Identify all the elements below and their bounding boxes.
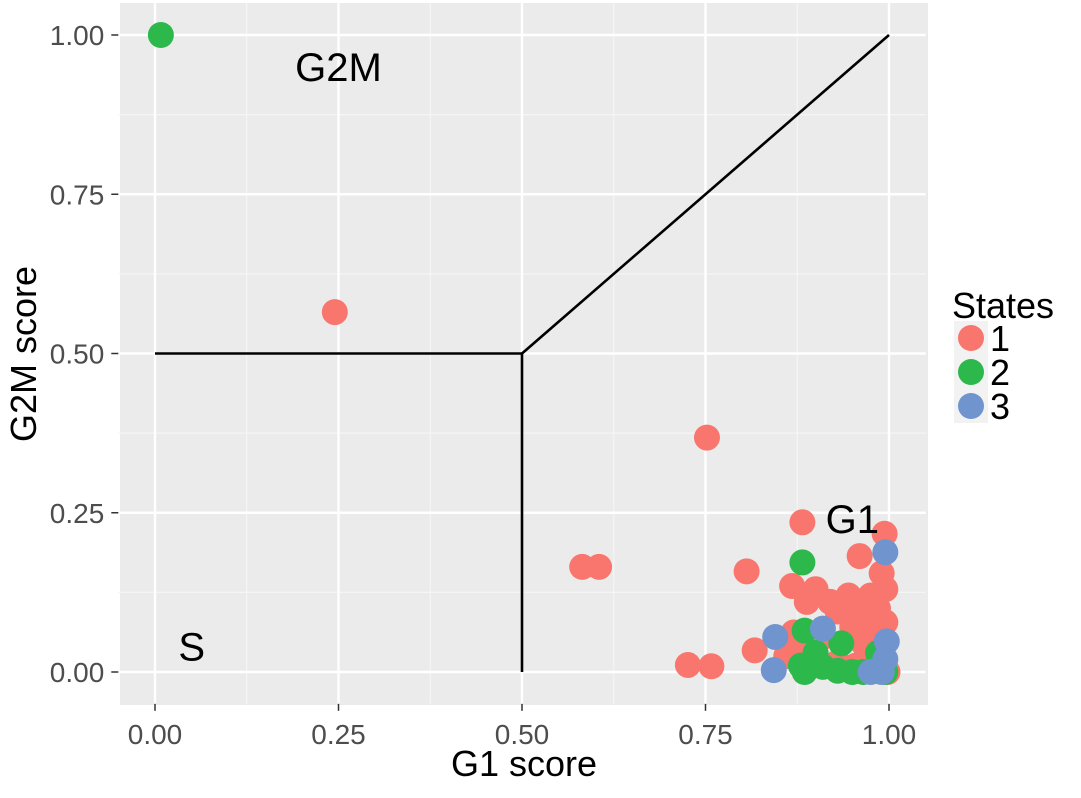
data-point-state-3 [857, 659, 884, 685]
region-labels: G2M G1 S [178, 46, 879, 670]
data-point-state-1 [586, 553, 613, 580]
x-axis-ticks: 0.00 0.25 0.50 0.75 1.00 [128, 703, 917, 750]
data-point-state-3 [809, 615, 836, 642]
region-label-g2m: G2M [295, 46, 382, 90]
legend-swatch [958, 359, 984, 385]
data-point-state-1 [321, 299, 348, 326]
x-tick-label: 0.25 [311, 719, 366, 750]
region-label-s: S [178, 626, 205, 670]
x-axis-title: G1 score [451, 743, 597, 784]
data-point-state-1 [733, 558, 760, 585]
y-tick-label: 0.25 [50, 498, 105, 529]
data-point-state-1 [698, 653, 725, 680]
data-point-state-1 [793, 588, 820, 615]
data-point-state-1 [674, 651, 701, 678]
data-point-state-1 [846, 543, 873, 570]
boundary-line [521, 34, 890, 355]
data-point-state-2 [828, 630, 855, 657]
x-tick-label: 0.75 [678, 719, 733, 750]
data-point-state-2 [789, 549, 816, 576]
x-tick-label: 1.00 [862, 719, 917, 750]
data-point-state-2 [147, 22, 174, 48]
legend-label: 3 [990, 386, 1010, 427]
y-tick-label: 1.00 [50, 20, 105, 51]
legend-swatch [958, 393, 984, 419]
data-point-state-3 [872, 539, 899, 566]
x-tick-label: 0.00 [128, 719, 183, 750]
phase-boundary-lines [155, 34, 890, 672]
x-tick-label: 0.50 [495, 719, 550, 750]
legend: States 123 [952, 285, 1054, 427]
data-point-state-3 [762, 623, 789, 650]
y-tick-label: 0.50 [50, 339, 105, 370]
legend-label: 1 [990, 318, 1010, 359]
data-points [147, 22, 901, 685]
legend-swatch [958, 325, 984, 351]
data-point-state-3 [760, 657, 787, 684]
legend-label: 2 [990, 352, 1010, 393]
data-point-state-1 [789, 509, 816, 536]
data-point-state-1 [741, 637, 768, 664]
region-label-g1: G1 [826, 498, 879, 542]
data-point-state-1 [871, 520, 898, 547]
y-axis-title: G2M score [3, 266, 44, 442]
y-axis-ticks: 0.00 0.25 0.50 0.75 1.00 [50, 20, 119, 688]
y-tick-label: 0.00 [50, 657, 105, 688]
y-tick-label: 0.75 [50, 179, 105, 210]
legend-title: States [952, 285, 1054, 326]
data-point-state-1 [693, 424, 720, 451]
